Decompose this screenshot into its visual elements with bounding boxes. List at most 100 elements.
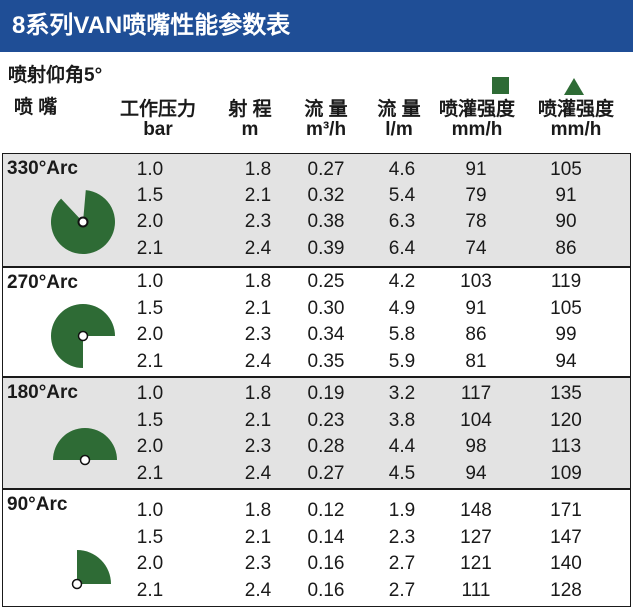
pressure-cell: 1.5	[136, 410, 164, 431]
flow-m3-cell: 0.27	[307, 159, 345, 180]
flow-l-cell: 5.9	[388, 351, 416, 372]
precip-square-cell: 117	[460, 383, 492, 404]
precip-square-cell: 79	[465, 185, 487, 206]
radius-cell: 2.1	[244, 527, 272, 548]
flow-m3-cell: 0.19	[307, 383, 345, 404]
precip-triangle-cell: 135	[550, 383, 582, 404]
radius-cell: 1.8	[244, 500, 272, 521]
section-330-arc: 330°Arc 1.0 1.8 0.27 4.6 91 105 1.5 2.1 0.32 5.4 7…	[2, 153, 631, 267]
pressure-cell: 1.0	[136, 271, 164, 292]
precip-triangle-cell: 94	[555, 351, 577, 372]
pressure-cell: 2.0	[136, 211, 164, 232]
precip-triangle-cell: 119	[550, 271, 582, 292]
header-precip-square: 喷灌强度 mm/h	[438, 99, 515, 140]
radius-cell: 2.4	[244, 238, 272, 259]
flow-l-cell: 1.9	[388, 500, 416, 521]
section-label: 270°Arc	[7, 272, 78, 293]
pressure-cell: 2.1	[136, 580, 164, 601]
pressure-cell: 2.0	[136, 324, 164, 345]
radius-cell: 2.3	[244, 553, 272, 574]
flow-m3-cell: 0.39	[307, 238, 345, 259]
radius-cell: 1.8	[244, 383, 272, 404]
section-180-arc: 180°Arc 1.0 1.8 0.19 3.2 117 135 1.5 2.1 0.23 3.8…	[2, 377, 631, 489]
flow-m3-cell: 0.27	[307, 463, 345, 484]
precip-square-cell: 91	[465, 298, 487, 319]
precip-square-cell: 104	[460, 410, 492, 431]
section-270-arc: 270°Arc 1.0 1.8 0.25 4.2 103 119 1.5 2.1 0.30 4.9…	[2, 267, 631, 377]
page-title: 8系列VAN喷嘴性能参数表	[0, 0, 633, 52]
pressure-cell: 1.5	[136, 527, 164, 548]
precip-square-cell: 98	[465, 436, 487, 457]
green-triangle-icon	[564, 78, 584, 95]
header-angle: 喷射仰角5°	[8, 65, 103, 86]
radius-cell: 1.8	[244, 159, 272, 180]
flow-m3-cell: 0.23	[307, 410, 345, 431]
green-square-icon	[492, 77, 509, 94]
flow-m3-cell: 0.25	[307, 271, 345, 292]
precip-triangle-cell: 147	[550, 527, 582, 548]
flow-m3-cell: 0.30	[307, 298, 345, 319]
precip-triangle-cell: 90	[555, 211, 577, 232]
flow-l-cell: 4.4	[388, 436, 416, 457]
flow-m3-cell: 0.28	[307, 436, 345, 457]
precip-triangle-cell: 99	[555, 324, 577, 345]
pressure-cell: 2.1	[136, 351, 164, 372]
radius-cell: 2.1	[244, 298, 272, 319]
flow-l-cell: 4.6	[388, 159, 416, 180]
pressure-cell: 1.0	[136, 159, 164, 180]
pressure-cell: 1.5	[136, 298, 164, 319]
precip-triangle-cell: 113	[550, 436, 582, 457]
flow-m3-cell: 0.16	[307, 580, 345, 601]
precip-square-cell: 148	[460, 500, 492, 521]
flow-l-cell: 4.9	[388, 298, 416, 319]
header-flow-l: 流 量 l/m	[377, 99, 421, 140]
flow-m3-cell: 0.12	[307, 500, 345, 521]
flow-l-cell: 4.5	[388, 463, 416, 484]
radius-cell: 2.1	[244, 185, 272, 206]
pressure-cell: 2.0	[136, 553, 164, 574]
arc-180-icon	[53, 428, 117, 466]
precip-triangle-cell: 91	[555, 185, 577, 206]
section-label: 180°Arc	[7, 382, 78, 403]
flow-l-cell: 5.4	[388, 185, 416, 206]
pressure-cell: 2.1	[136, 238, 164, 259]
precip-square-cell: 81	[465, 351, 487, 372]
flow-l-cell: 2.7	[388, 553, 416, 574]
pressure-cell: 2.0	[136, 436, 164, 457]
flow-m3-cell: 0.32	[307, 185, 345, 206]
precip-square-cell: 91	[465, 159, 487, 180]
precip-triangle-cell: 171	[550, 500, 582, 521]
precip-triangle-cell: 128	[550, 580, 582, 601]
precip-triangle-cell: 120	[550, 410, 582, 431]
precip-triangle-cell: 105	[550, 298, 582, 319]
pressure-cell: 1.0	[136, 500, 164, 521]
radius-cell: 1.8	[244, 271, 272, 292]
radius-cell: 2.4	[244, 351, 272, 372]
precip-square-cell: 111	[461, 580, 491, 601]
precip-square-cell: 103	[460, 271, 492, 292]
flow-m3-cell: 0.35	[307, 351, 345, 372]
radius-cell: 2.1	[244, 410, 272, 431]
flow-l-cell: 2.7	[388, 580, 416, 601]
precip-square-cell: 86	[465, 324, 487, 345]
precip-square-cell: 121	[460, 553, 492, 574]
precip-triangle-cell: 105	[550, 159, 582, 180]
precip-triangle-cell: 140	[550, 553, 582, 574]
precip-triangle-cell: 86	[555, 238, 577, 259]
section-label: 330°Arc	[7, 158, 78, 179]
precip-square-cell: 78	[465, 211, 487, 232]
flow-m3-cell: 0.16	[307, 553, 345, 574]
flow-l-cell: 6.4	[388, 238, 416, 259]
radius-cell: 2.3	[244, 324, 272, 345]
header-flow-m3: 流 量 m³/h	[304, 99, 348, 140]
pressure-cell: 1.5	[136, 185, 164, 206]
precip-triangle-cell: 109	[550, 463, 582, 484]
flow-l-cell: 4.2	[388, 271, 416, 292]
radius-cell: 2.3	[244, 211, 272, 232]
radius-cell: 2.4	[244, 463, 272, 484]
flow-l-cell: 5.8	[388, 324, 416, 345]
flow-l-cell: 6.3	[388, 211, 416, 232]
section-label: 90°Arc	[7, 494, 68, 515]
